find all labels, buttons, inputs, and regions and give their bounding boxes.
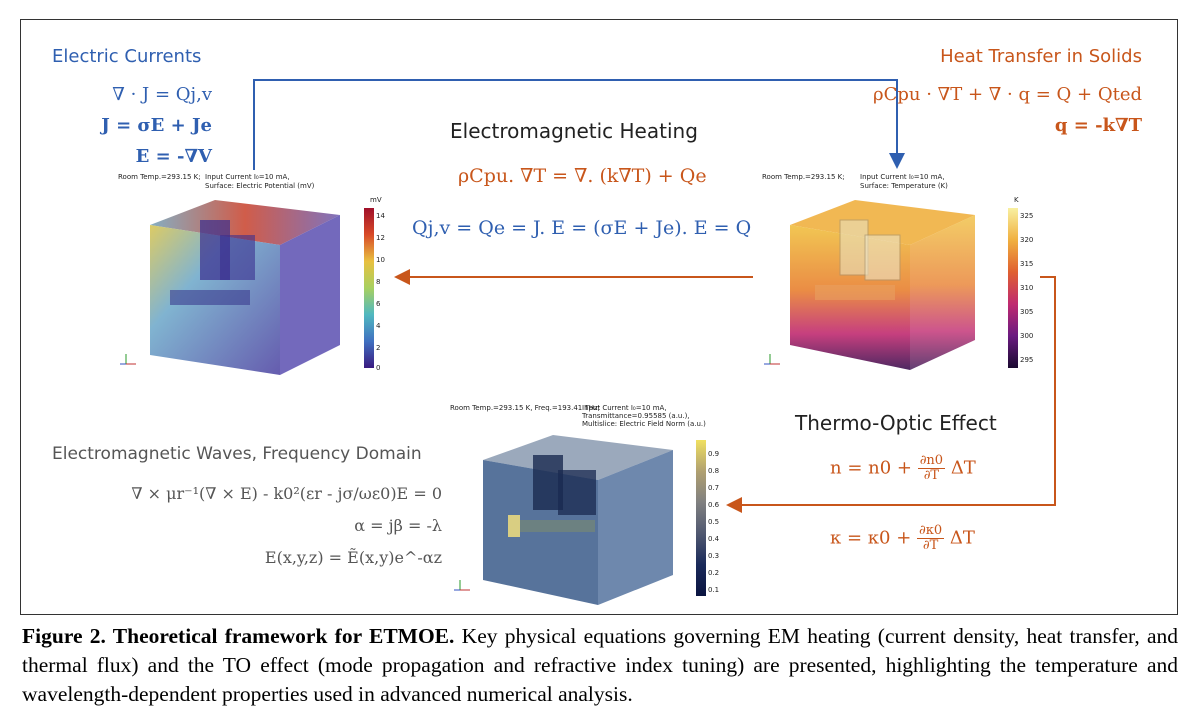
left-axis-icon	[120, 354, 136, 365]
em-waves-eq2: α = jβ = -λ	[354, 516, 442, 535]
em-waves-eq3: E(x,y,z) = Ẽ(x,y)e^-αz	[264, 548, 442, 567]
heat-transfer-eq1: ρCpu · ∇T + ∇ · q = Q + Qted	[873, 84, 1142, 105]
right-plot-label2: Input Current I₀=10 mA,	[860, 173, 945, 181]
bottom-plot-label2: Input Current I₀=10 mA,	[582, 404, 667, 412]
arrow-temp-to-optic	[726, 276, 1056, 513]
right-axis-icon	[764, 354, 780, 365]
caption-bold: Figure 2. Theoretical framework for ETMO…	[22, 624, 455, 648]
right-cube-image	[790, 200, 975, 370]
bottom-axis-icon	[454, 580, 470, 591]
left-plot-label2: Input Current I₀=10 mA,	[205, 173, 290, 181]
em-waves-eq1: ∇ × μr⁻¹(∇ × E) - k0²(εr - jσ/ωε0)E = 0	[131, 484, 442, 503]
electric-currents-eq1: ∇ · J = Qj,v	[112, 84, 212, 105]
em-heating-title: Electromagnetic Heating	[450, 119, 698, 143]
bottom-plot-label1: Room Temp.=293.15 K, Freq.=193.41 THz;	[450, 404, 601, 412]
electric-currents-eq3: E = -∇V	[135, 146, 212, 167]
thermo-optic-eq2: κ = κ0 + ∂κ0 ∂T ΔT	[830, 523, 975, 553]
right-plot-label1: Room Temp.=293.15 K;	[762, 173, 845, 181]
left-colorbar	[364, 208, 374, 368]
left-cube-image	[150, 200, 340, 375]
left-plot-label3: Surface: Electric Potential (mV)	[205, 182, 315, 190]
electric-currents-title: Electric Currents	[52, 46, 202, 67]
thermo-optic-title: Thermo-Optic Effect	[795, 411, 997, 435]
figure-caption: Figure 2. Theoretical framework for ETMO…	[22, 622, 1178, 709]
bottom-plot-label3: Transmittance=0.95585 (a.u.),	[582, 412, 690, 420]
bottom-cube-image	[483, 435, 673, 605]
arrow-currents-to-heat	[253, 79, 905, 170]
heat-transfer-title: Heat Transfer in Solids	[940, 46, 1142, 67]
em-heating-eq2: Qj,v = Qe = J. E = (σE + Je). E = Q	[412, 217, 752, 239]
heat-transfer-eq2: q = -k∇T	[1054, 115, 1142, 136]
right-plot-label3: Surface: Temperature (K)	[860, 182, 948, 190]
bottom-plot-label4: Multislice: Electric Field Norm (a.u.)	[582, 420, 706, 428]
em-heating-eq1: ρCpu. ∇T = ∇. (k∇T) + Qe	[458, 165, 707, 187]
left-colorbar-unit: mV	[370, 196, 382, 204]
right-colorbar-unit: K	[1014, 196, 1019, 204]
thermo-optic-eq1: n = n0 + ∂n0 ∂T ΔT	[830, 453, 976, 483]
right-colorbar	[1008, 208, 1018, 368]
electric-currents-eq2: J = σE + Je	[101, 115, 212, 136]
em-waves-title: Electromagnetic Waves, Frequency Domain	[52, 444, 422, 464]
left-plot-label1: Room Temp.=293.15 K;	[118, 173, 201, 181]
caption-text: Key physical equations governing EM heat…	[22, 624, 1178, 706]
bottom-colorbar	[696, 440, 706, 596]
